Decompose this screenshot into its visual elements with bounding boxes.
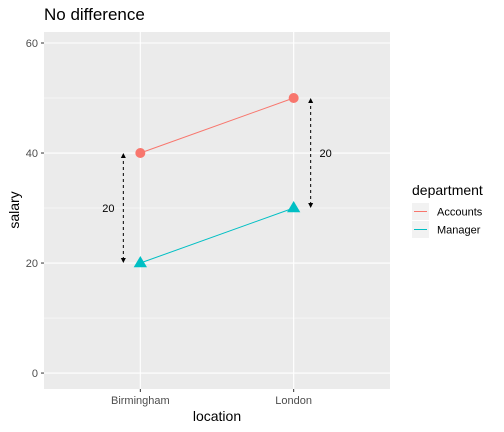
- x-axis-ticks: Birmingham London: [111, 389, 312, 407]
- chart-title: No difference: [44, 5, 145, 24]
- legend-title: department: [412, 182, 483, 198]
- y-axis-title: salary: [6, 191, 22, 228]
- data-point: [133, 256, 147, 268]
- legend-item: Manager: [412, 221, 481, 238]
- arrowhead: [308, 203, 314, 209]
- legend-items: Accounts Manager: [412, 203, 483, 238]
- y-tick-label: 0: [32, 368, 38, 380]
- y-tick-label: 60: [26, 38, 38, 50]
- arrowhead: [308, 98, 314, 104]
- y-tick-label: 20: [26, 258, 38, 270]
- plot-panel: [44, 32, 390, 389]
- x-tick-label: Birmingham: [111, 395, 170, 407]
- x-axis-title: location: [193, 408, 241, 424]
- series-line: [140, 97, 294, 154]
- data-point: [288, 93, 299, 104]
- legend-label: Accounts: [437, 207, 483, 219]
- legend: department Accounts Manager: [412, 182, 483, 238]
- data-point: [135, 148, 146, 159]
- arrowhead: [120, 153, 126, 159]
- y-tick-label: 40: [26, 148, 38, 160]
- series-line: [140, 207, 294, 264]
- legend-item: Accounts: [412, 203, 483, 220]
- series-lines: [140, 97, 294, 264]
- difference-label: 20: [320, 148, 332, 160]
- legend-label: Manager: [437, 225, 481, 237]
- difference-label: 20: [102, 203, 114, 215]
- data-point: [287, 201, 301, 213]
- series-markers: [133, 93, 301, 268]
- x-tick-label: London: [275, 395, 312, 407]
- arrowhead: [120, 258, 126, 264]
- y-axis-ticks: 0 20 40 60: [26, 38, 44, 380]
